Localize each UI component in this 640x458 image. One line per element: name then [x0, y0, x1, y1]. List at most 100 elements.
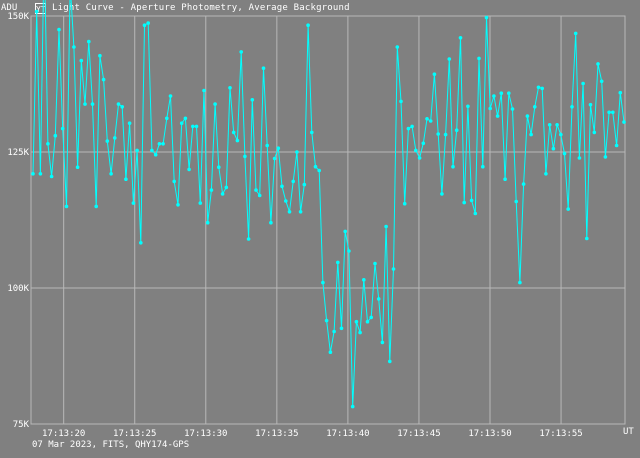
- y-tick-label: 125K: [7, 148, 29, 158]
- x-tick-label: 17:13:40: [326, 429, 369, 439]
- data-point: [231, 130, 236, 135]
- data-point: [302, 182, 307, 187]
- data-point: [536, 85, 541, 90]
- data-point: [150, 148, 154, 153]
- light-curve-series: [31, 0, 626, 409]
- data-point: [529, 132, 533, 137]
- data-point: [559, 132, 563, 137]
- data-point: [306, 23, 310, 28]
- data-point: [518, 280, 522, 285]
- data-point: [198, 201, 203, 205]
- data-point: [235, 138, 240, 143]
- data-point: [324, 318, 329, 323]
- data-point: [607, 110, 611, 115]
- data-point: [421, 141, 426, 146]
- data-point: [544, 172, 548, 176]
- plot-frame: [30, 15, 626, 425]
- data-point: [87, 39, 91, 44]
- data-point: [202, 88, 206, 93]
- data-point: [105, 139, 110, 143]
- data-point: [469, 198, 474, 203]
- data-point: [447, 57, 452, 61]
- data-point: [313, 164, 318, 169]
- data-point: [488, 106, 493, 111]
- data-point: [592, 130, 597, 135]
- data-point: [566, 207, 570, 211]
- data-point: [533, 105, 537, 109]
- x-tick-label: 17:13:25: [113, 429, 156, 439]
- data-point: [142, 23, 147, 28]
- data-point: [246, 237, 251, 241]
- y-axis-label: ADU: [1, 3, 17, 13]
- data-point: [298, 210, 303, 214]
- data-point: [402, 201, 407, 206]
- data-point: [75, 165, 80, 169]
- data-point: [157, 142, 162, 146]
- data-point: [443, 132, 448, 137]
- data-point: [64, 204, 69, 209]
- data-point: [339, 326, 344, 331]
- data-point: [614, 143, 619, 148]
- data-point: [261, 66, 266, 70]
- data-point: [153, 152, 158, 157]
- data-point: [473, 211, 478, 216]
- data-point: [94, 204, 98, 209]
- data-point: [562, 151, 567, 156]
- data-point: [332, 329, 336, 334]
- window-title: Light Curve - Aperture Photometry, Avera…: [52, 3, 350, 13]
- data-point: [295, 150, 299, 154]
- data-point: [376, 297, 381, 301]
- data-point: [454, 128, 459, 132]
- data-point: [179, 121, 184, 125]
- data-point: [436, 132, 441, 136]
- data-point: [350, 404, 355, 409]
- data-point: [57, 27, 61, 32]
- data-point: [570, 105, 574, 109]
- data-point: [250, 98, 255, 102]
- data-point: [228, 86, 232, 90]
- data-point: [618, 90, 623, 95]
- data-point: [135, 148, 139, 153]
- x-tick-label: 17:13:45: [397, 429, 440, 439]
- data-point: [46, 142, 50, 146]
- data-point: [161, 142, 165, 146]
- data-point: [280, 184, 284, 189]
- x-tick-label: 17:13:55: [539, 429, 582, 439]
- data-point: [257, 193, 262, 198]
- data-point: [328, 350, 333, 355]
- data-point: [599, 79, 604, 84]
- data-point: [585, 236, 589, 241]
- data-point: [224, 185, 229, 190]
- data-point: [369, 315, 374, 320]
- data-point: [373, 261, 377, 266]
- data-point: [116, 102, 121, 106]
- data-point: [269, 220, 273, 225]
- data-point: [395, 45, 400, 49]
- data-point: [514, 199, 518, 204]
- data-point: [53, 133, 58, 138]
- data-point: [120, 105, 124, 109]
- data-point: [551, 146, 556, 151]
- data-point: [139, 241, 143, 245]
- data-point: [380, 340, 385, 345]
- data-point: [499, 91, 504, 95]
- data-point: [272, 156, 277, 161]
- data-point: [547, 123, 552, 127]
- data-point: [347, 249, 351, 253]
- data-point: [603, 155, 608, 159]
- data-point: [243, 154, 247, 159]
- data-point: [451, 164, 455, 169]
- data-point: [291, 179, 296, 184]
- data-point: [343, 229, 348, 234]
- data-point: [284, 199, 288, 203]
- data-point: [72, 45, 76, 49]
- data-point: [540, 86, 544, 91]
- data-point: [440, 192, 444, 196]
- data-point: [391, 267, 396, 271]
- data-point: [417, 156, 422, 160]
- data-point: [83, 102, 87, 106]
- data-point: [466, 104, 470, 109]
- data-point: [254, 188, 258, 192]
- data-point: [109, 172, 113, 176]
